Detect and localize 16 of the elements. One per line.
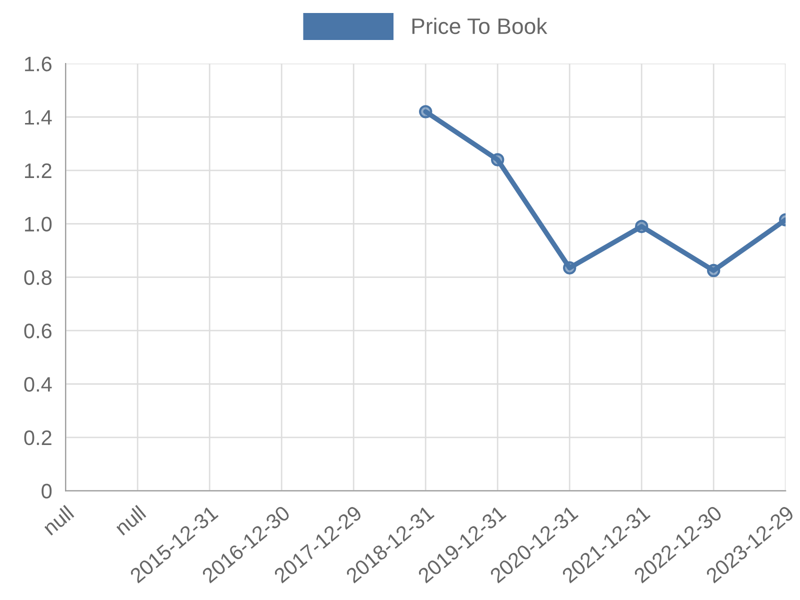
point [419,105,432,118]
point [635,220,648,234]
y-tick-label: 0.8 [24,270,52,285]
y-tick-label: 0 [42,484,52,499]
y-tick-label: 1.2 [25,163,52,178]
point [563,261,576,274]
y-tick-label: 1.4 [25,110,52,125]
point [491,153,504,166]
y-tick-label: 0.6 [24,324,52,338]
y-tick-label: 0.2 [24,430,52,446]
x-tick-label: null [42,504,74,536]
legend-label: Price To Book [412,18,548,34]
y-tick-label: 1.6 [25,56,52,72]
y-tick-label: 1.0 [25,216,52,232]
point [707,264,720,278]
y-tick-label: 0.4 [24,377,52,392]
